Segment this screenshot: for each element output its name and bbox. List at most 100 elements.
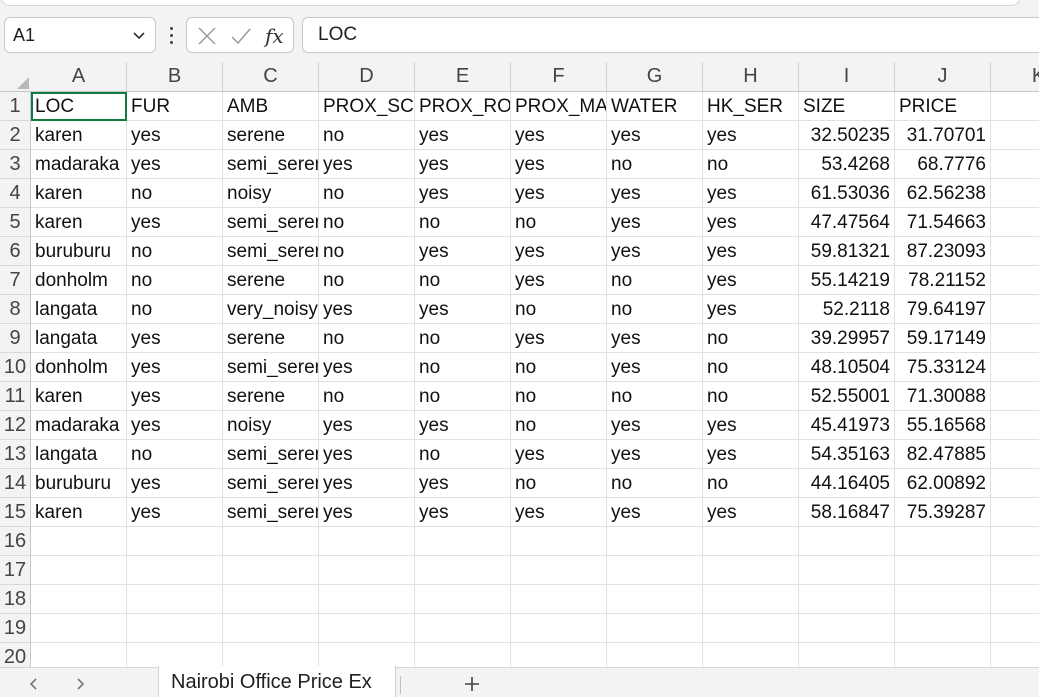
cell-a15[interactable]: karen — [31, 498, 127, 527]
cell-b3[interactable]: yes — [127, 150, 223, 179]
cell-b14[interactable]: yes — [127, 469, 223, 498]
cell-f14[interactable]: no — [511, 469, 607, 498]
cell-c10[interactable]: semi_serene — [223, 353, 319, 382]
cell-a12[interactable]: madaraka — [31, 411, 127, 440]
cell-d19[interactable] — [319, 614, 415, 643]
cell-i11[interactable]: 52.55001 — [799, 382, 895, 411]
cell-d2[interactable]: no — [319, 121, 415, 150]
cell-c1[interactable]: AMB — [223, 92, 319, 121]
cancel-icon[interactable] — [195, 24, 219, 48]
cell-a1[interactable]: LOC — [31, 92, 127, 121]
cell-f19[interactable] — [511, 614, 607, 643]
cell-b13[interactable]: no — [127, 440, 223, 469]
cell-c4[interactable]: noisy — [223, 179, 319, 208]
cell-a3[interactable]: madaraka — [31, 150, 127, 179]
cell-c18[interactable] — [223, 585, 319, 614]
cell-g3[interactable]: no — [607, 150, 703, 179]
cell-f2[interactable]: yes — [511, 121, 607, 150]
cell-c3[interactable]: semi_serene — [223, 150, 319, 179]
cell-e1[interactable]: PROX_ROAD — [415, 92, 511, 121]
cell-g5[interactable]: yes — [607, 208, 703, 237]
cell-j10[interactable]: 75.33124 — [895, 353, 991, 382]
cell-d9[interactable]: no — [319, 324, 415, 353]
insert-function-icon[interactable]: fx — [263, 24, 291, 48]
cell-c7[interactable]: serene — [223, 266, 319, 295]
cell-a16[interactable] — [31, 527, 127, 556]
cell-f16[interactable] — [511, 527, 607, 556]
cell-j14[interactable]: 62.00892 — [895, 469, 991, 498]
cell-b12[interactable]: yes — [127, 411, 223, 440]
row-header-12[interactable]: 12 — [0, 411, 30, 440]
cell-i12[interactable]: 45.41973 — [799, 411, 895, 440]
cell-e12[interactable]: yes — [415, 411, 511, 440]
cell-g13[interactable]: yes — [607, 440, 703, 469]
cell-k2[interactable] — [991, 121, 1039, 150]
cell-e14[interactable]: yes — [415, 469, 511, 498]
cell-k11[interactable] — [991, 382, 1039, 411]
cell-f1[interactable]: PROX_MALL — [511, 92, 607, 121]
cell-k19[interactable] — [991, 614, 1039, 643]
cell-h10[interactable]: no — [703, 353, 799, 382]
cell-i15[interactable]: 58.16847 — [799, 498, 895, 527]
cell-b5[interactable]: yes — [127, 208, 223, 237]
cell-i10[interactable]: 48.10504 — [799, 353, 895, 382]
sheet-tab-active[interactable]: Nairobi Office Price Ex — [158, 666, 396, 697]
cell-a19[interactable] — [31, 614, 127, 643]
cell-b7[interactable]: no — [127, 266, 223, 295]
cell-b6[interactable]: no — [127, 237, 223, 266]
row-header-10[interactable]: 10 — [0, 353, 30, 382]
cell-c20[interactable] — [223, 643, 319, 667]
cell-h19[interactable] — [703, 614, 799, 643]
cell-j13[interactable]: 82.47885 — [895, 440, 991, 469]
column-header-j[interactable]: J — [895, 62, 991, 91]
cell-d11[interactable]: no — [319, 382, 415, 411]
cell-h14[interactable]: no — [703, 469, 799, 498]
cell-h16[interactable] — [703, 527, 799, 556]
cell-e17[interactable] — [415, 556, 511, 585]
cell-b2[interactable]: yes — [127, 121, 223, 150]
cell-f11[interactable]: no — [511, 382, 607, 411]
cell-j7[interactable]: 78.21152 — [895, 266, 991, 295]
row-header-7[interactable]: 7 — [0, 266, 30, 295]
cell-d16[interactable] — [319, 527, 415, 556]
cell-j4[interactable]: 62.56238 — [895, 179, 991, 208]
cell-c16[interactable] — [223, 527, 319, 556]
cell-k6[interactable] — [991, 237, 1039, 266]
row-header-16[interactable]: 16 — [0, 527, 30, 556]
row-header-1[interactable]: 1 — [0, 92, 30, 121]
cell-f5[interactable]: no — [511, 208, 607, 237]
cell-c2[interactable]: serene — [223, 121, 319, 150]
cell-g9[interactable]: yes — [607, 324, 703, 353]
column-header-c[interactable]: C — [223, 62, 319, 91]
cell-e4[interactable]: yes — [415, 179, 511, 208]
row-header-5[interactable]: 5 — [0, 208, 30, 237]
cell-j1[interactable]: PRICE — [895, 92, 991, 121]
cell-k16[interactable] — [991, 527, 1039, 556]
cell-i17[interactable] — [799, 556, 895, 585]
cell-a8[interactable]: langata — [31, 295, 127, 324]
cell-b17[interactable] — [127, 556, 223, 585]
cell-f18[interactable] — [511, 585, 607, 614]
cell-g4[interactable]: yes — [607, 179, 703, 208]
cell-a13[interactable]: langata — [31, 440, 127, 469]
column-header-i[interactable]: I — [799, 62, 895, 91]
cell-d14[interactable]: yes — [319, 469, 415, 498]
cell-a5[interactable]: karen — [31, 208, 127, 237]
cell-c19[interactable] — [223, 614, 319, 643]
cell-a6[interactable]: buruburu — [31, 237, 127, 266]
cell-b18[interactable] — [127, 585, 223, 614]
cell-e2[interactable]: yes — [415, 121, 511, 150]
column-header-e[interactable]: E — [415, 62, 511, 91]
cell-f20[interactable] — [511, 643, 607, 667]
cell-a11[interactable]: karen — [31, 382, 127, 411]
column-header-h[interactable]: H — [703, 62, 799, 91]
cell-b19[interactable] — [127, 614, 223, 643]
cell-f12[interactable]: no — [511, 411, 607, 440]
cell-e20[interactable] — [415, 643, 511, 667]
cell-e10[interactable]: no — [415, 353, 511, 382]
cell-i1[interactable]: SIZE — [799, 92, 895, 121]
row-header-9[interactable]: 9 — [0, 324, 30, 353]
cell-d12[interactable]: yes — [319, 411, 415, 440]
cell-i9[interactable]: 39.29957 — [799, 324, 895, 353]
cell-k8[interactable] — [991, 295, 1039, 324]
